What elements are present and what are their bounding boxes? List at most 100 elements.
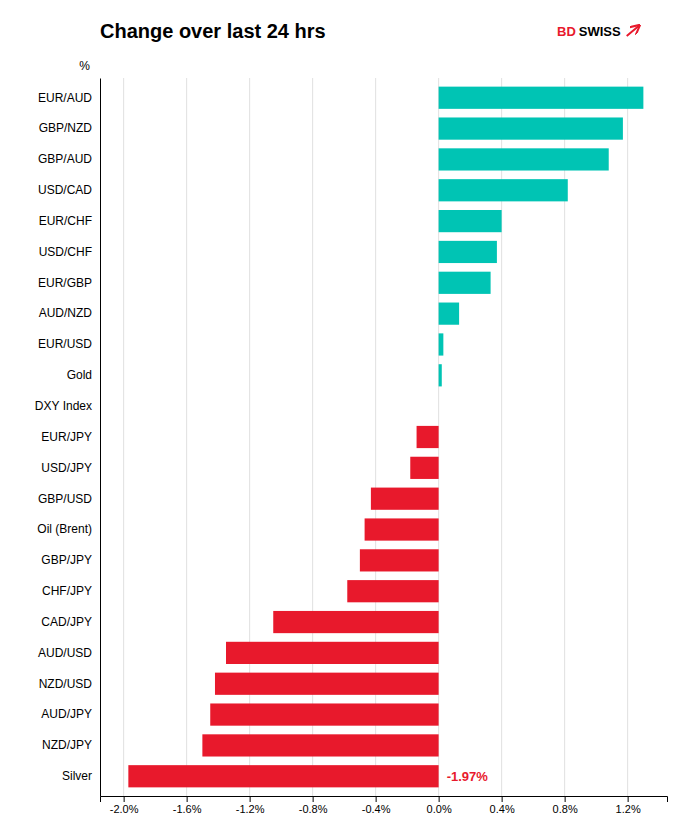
y-tick-label: GBP/AUD	[38, 152, 92, 166]
y-tick-label: AUD/JPY	[41, 707, 92, 721]
bar	[128, 765, 438, 787]
bar	[360, 549, 439, 571]
grid-line	[186, 78, 187, 796]
y-axis-label: %	[79, 59, 90, 73]
y-tick-label: USD/JPY	[41, 461, 92, 475]
y-tick: DXY Index	[35, 399, 100, 413]
y-tick: AUD/NZD	[39, 306, 100, 320]
y-tick: AUD/JPY	[41, 707, 100, 721]
bar	[365, 518, 439, 540]
x-tick-label: -0.4%	[362, 803, 391, 815]
y-axis: Silver NZD/JPY AUD/JPY NZD/USD AUD/USD CAD/JP…	[35, 79, 101, 797]
x-tick-mark	[187, 796, 188, 802]
bar	[347, 580, 438, 602]
bars	[128, 87, 643, 788]
y-tick-label: NZD/USD	[39, 677, 93, 691]
bar	[439, 333, 444, 355]
logo-arrow	[627, 26, 639, 36]
y-tick: USD/JPY	[41, 461, 100, 475]
y-tick-label: AUD/NZD	[39, 306, 93, 320]
y-tick-label: NZD/JPY	[42, 738, 92, 752]
x-tick: 0.4%	[490, 796, 515, 815]
x-tick-label: 1.2%	[616, 803, 641, 815]
y-tick: GBP/NZD	[39, 121, 100, 135]
y-tick-label: GBP/JPY	[41, 553, 92, 567]
y-tick-label: Silver	[62, 769, 92, 783]
y-tick-label: CAD/JPY	[41, 615, 92, 629]
title: Change over last 24 hrs	[100, 20, 326, 42]
x-tick: 0.0%	[427, 796, 452, 815]
bar	[439, 117, 623, 139]
annotation: -1.97%	[447, 769, 489, 784]
x-tick-mark	[628, 796, 629, 802]
y-tick: EUR/JPY	[41, 430, 100, 444]
bar	[439, 272, 491, 294]
x-tick: 0.8%	[553, 796, 578, 815]
x-tick-mark	[313, 796, 314, 802]
y-tick: CAD/JPY	[41, 615, 100, 629]
y-tick: Gold	[67, 368, 100, 382]
bar	[215, 673, 439, 695]
y-tick: CHF/JPY	[42, 584, 100, 598]
y-tick: EUR/AUD	[38, 91, 100, 105]
x-tick: -1.6%	[173, 796, 202, 815]
y-tick-label: DXY Index	[35, 399, 92, 413]
y-tick-label: EUR/GBP	[38, 276, 92, 290]
x-tick-mark	[565, 796, 566, 802]
x-tick: -0.8%	[299, 796, 328, 815]
x-tick-label: -2.0%	[110, 803, 139, 815]
y-tick-label: Oil (Brent)	[37, 522, 92, 536]
y-tick: AUD/USD	[38, 646, 100, 660]
bar	[439, 241, 497, 263]
y-tick: GBP/AUD	[38, 152, 100, 166]
bar	[439, 148, 609, 170]
y-tick-label: GBP/NZD	[39, 121, 93, 135]
y-tick-label: GBP/USD	[38, 492, 92, 506]
y-tick-label: USD/CAD	[38, 183, 92, 197]
y-tick-label: EUR/CHF	[39, 214, 92, 228]
y-tick-label: CHF/JPY	[42, 584, 92, 598]
x-axis-line	[101, 797, 668, 803]
x-tick-label: -1.2%	[236, 803, 265, 815]
y-tick-label: AUD/USD	[38, 646, 92, 660]
x-tick-mark	[439, 796, 440, 802]
x-axis: -2.0% -1.6% -1.2% -0.8% -0.4% 0.0% 0.4% 0.8% 1.2…	[101, 796, 668, 815]
bar	[210, 703, 438, 725]
y-tick: GBP/USD	[38, 492, 100, 506]
bar	[226, 642, 439, 664]
bar	[439, 364, 442, 386]
plot: -2.0% -1.6% -1.2% -0.8% -0.4% 0.0% 0.4% 0.8% 1.2…	[35, 78, 668, 815]
x-tick-label: -0.8%	[299, 803, 328, 815]
bar	[273, 611, 438, 633]
x-tick: -1.2%	[236, 796, 265, 815]
y-tick: USD/CHF	[39, 245, 100, 259]
x-tick-label: -1.6%	[173, 803, 202, 815]
x-tick-label: 0.0%	[427, 803, 452, 815]
y-tick-label: USD/CHF	[39, 245, 92, 259]
bar	[410, 457, 438, 479]
y-tick: Silver	[62, 769, 100, 783]
chart-svg: -2.0% -1.6% -1.2% -0.8% -0.4% 0.0% 0.4% 0.8% 1.2…	[0, 0, 693, 836]
x-tick-label: 0.4%	[490, 803, 515, 815]
y-tick-label: Gold	[67, 368, 92, 382]
logo-text: BD	[557, 24, 576, 39]
grid-line	[123, 78, 124, 796]
y-tick: GBP/JPY	[41, 553, 100, 567]
grid-line	[627, 78, 628, 796]
x-tick: 1.2%	[616, 796, 641, 815]
y-axis-line	[100, 79, 101, 797]
bar	[438, 395, 439, 417]
y-tick: NZD/JPY	[42, 738, 100, 752]
y-tick: EUR/USD	[38, 337, 100, 351]
x-tick-mark	[250, 796, 251, 802]
x-tick-mark	[376, 796, 377, 802]
y-tick-label: EUR/JPY	[41, 430, 92, 444]
y-tick-label: EUR/AUD	[38, 91, 92, 105]
bar	[417, 426, 439, 448]
logo-text: SWISS	[579, 24, 621, 39]
y-tick: EUR/GBP	[38, 276, 100, 290]
x-tick-mark	[502, 796, 503, 802]
x-tick-mark	[124, 796, 125, 802]
bar	[439, 179, 568, 201]
x-tick: -0.4%	[362, 796, 391, 815]
